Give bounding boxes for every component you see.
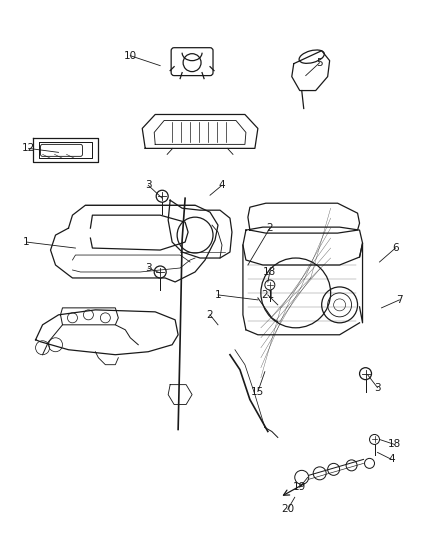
Text: 3: 3: [374, 383, 381, 393]
Text: 6: 6: [392, 243, 399, 253]
Text: 7: 7: [396, 295, 403, 305]
Text: 18: 18: [263, 267, 276, 277]
Text: 18: 18: [388, 439, 401, 449]
Text: 12: 12: [22, 143, 35, 154]
Text: 3: 3: [145, 263, 152, 273]
Text: 4: 4: [388, 455, 395, 464]
Text: 2: 2: [267, 223, 273, 233]
Text: 3: 3: [145, 180, 152, 190]
Text: 15: 15: [251, 386, 265, 397]
Text: 21: 21: [261, 290, 275, 300]
Text: 4: 4: [219, 180, 225, 190]
Text: 1: 1: [23, 237, 30, 247]
Text: 20: 20: [281, 504, 294, 514]
Text: 19: 19: [293, 482, 306, 492]
Text: 2: 2: [207, 310, 213, 320]
Text: 1: 1: [215, 290, 221, 300]
Text: 5: 5: [316, 58, 323, 68]
Text: 10: 10: [124, 51, 137, 61]
